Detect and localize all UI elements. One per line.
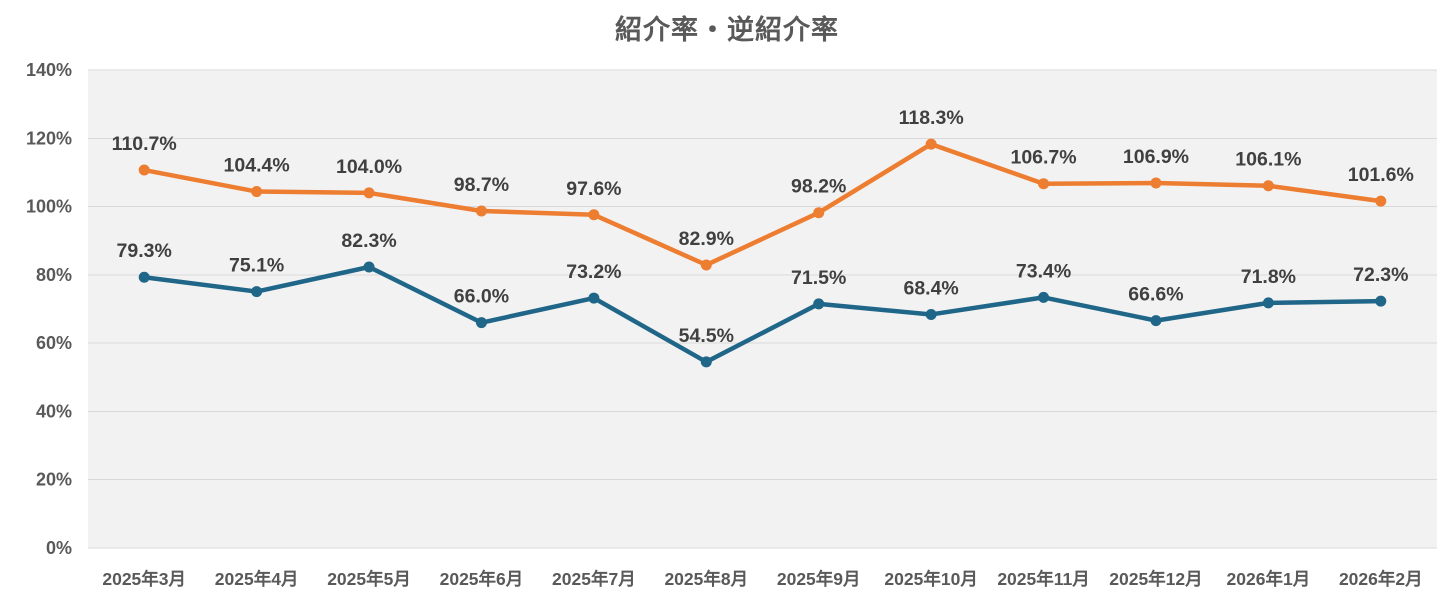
series-1-data-label: 104.0% (336, 156, 402, 178)
plot-background (88, 70, 1437, 548)
series-2-line (141, 264, 1384, 365)
series-2-marker (138, 271, 150, 283)
series-2-marker (1038, 291, 1050, 303)
series-1-marker (588, 209, 600, 221)
series-1-data-label: 104.4% (224, 155, 290, 177)
y-axis-tick-label: 80% (36, 265, 72, 285)
x-axis-tick-label: 2025年11月 (997, 569, 1089, 589)
x-axis-tick-label: 2025年4月 (215, 569, 299, 589)
series-2-marker (1262, 297, 1274, 309)
x-axis-tick-label: 2025年8月 (664, 569, 748, 589)
series-2-data-label: 73.4% (1016, 260, 1071, 282)
x-axis-tick-label: 2025年9月 (777, 569, 861, 589)
series-2-data-label: 71.5% (791, 267, 846, 289)
x-axis-tick-label: 2025年10月 (884, 569, 977, 589)
series-1-data-label: 101.6% (1348, 164, 1414, 186)
series-2-data-label: 68.4% (903, 277, 958, 299)
series-2-data-label: 79.3% (117, 240, 172, 262)
series-1-marker (813, 207, 825, 219)
series-1-data-label: 97.6% (566, 178, 621, 200)
y-axis-tick-label: 20% (36, 470, 72, 490)
y-axis-tick-label: 100% (26, 197, 72, 217)
series-1-marker (138, 164, 150, 176)
series-1-marker (1262, 180, 1274, 192)
series-1-marker (363, 187, 375, 199)
series-1-marker (251, 186, 263, 198)
series-2-marker (1375, 295, 1387, 307)
series-2-data-label: 66.0% (454, 286, 509, 308)
series-1-marker (700, 259, 712, 271)
series-2-marker (251, 286, 263, 298)
y-axis-tick-label: 0% (46, 538, 72, 558)
series-2-data-label: 66.6% (1128, 284, 1183, 306)
series-2-marker (813, 298, 825, 310)
series-1-data-label: 98.7% (454, 174, 509, 196)
series-1-data-label: 110.7% (112, 133, 177, 155)
x-axis-tick-label: 2025年6月 (440, 569, 524, 589)
x-axis-tick-label: 2025年3月 (102, 569, 186, 589)
x-axis-tick-label: 2025年5月 (327, 569, 411, 589)
x-axis-tick-label: 2026年2月 (1339, 569, 1423, 589)
series-2-data-label: 82.3% (341, 230, 396, 252)
y-axis-tick-label: 140% (26, 60, 72, 80)
y-axis-tick-label: 120% (26, 128, 72, 148)
series-1-marker (925, 138, 937, 150)
series-2-marker (1150, 315, 1162, 327)
series-2-marker (925, 308, 937, 320)
x-axis-tick-label: 2025年12月 (1109, 569, 1202, 589)
series-1-data-label: 106.1% (1235, 149, 1301, 171)
series-2-marker (475, 317, 487, 329)
series-2-data-label: 72.3% (1353, 264, 1408, 286)
series-2-data-label: 54.5% (679, 325, 734, 347)
y-axis-tick-label: 40% (36, 401, 72, 421)
series-1-data-label: 82.9% (679, 228, 734, 250)
series-1-data-label: 106.9% (1123, 146, 1189, 168)
x-axis-tick-label: 2025年7月 (552, 569, 636, 589)
series-1-marker (1038, 178, 1050, 190)
series-2-marker (363, 261, 375, 273)
series-1-data-label: 118.3% (899, 107, 964, 129)
series-1-marker (475, 205, 487, 217)
series-2-data-label: 73.2% (566, 261, 621, 283)
series-2-data-label: 75.1% (229, 255, 284, 277)
series-1-data-label: 106.7% (1010, 147, 1076, 169)
series-2-marker (588, 292, 600, 304)
series-1-line (141, 141, 1384, 268)
chart-title: 紹介率・逆紹介率 (615, 15, 839, 45)
series-1-data-label: 98.2% (791, 176, 846, 198)
series-2-marker (700, 356, 712, 368)
y-axis-tick-label: 60% (36, 333, 72, 353)
x-axis-tick-label: 2026年1月 (1227, 569, 1311, 589)
series-2-data-label: 71.8% (1241, 266, 1296, 288)
series-1-marker (1375, 195, 1387, 207)
series-1-marker (1150, 177, 1162, 189)
